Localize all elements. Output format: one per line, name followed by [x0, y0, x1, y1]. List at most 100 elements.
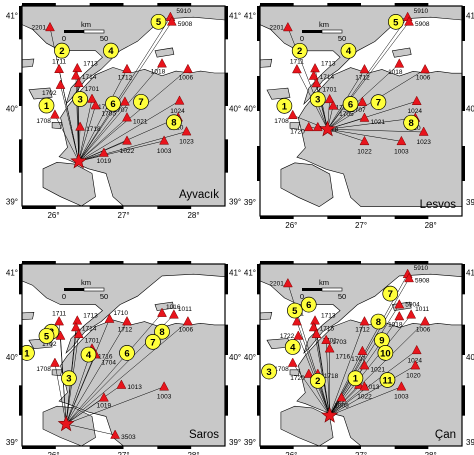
station-marker: [72, 315, 83, 325]
station-marker: [328, 100, 339, 110]
panel-title: Ayvacık: [179, 189, 219, 201]
ray-path: [54, 114, 79, 162]
event-number: 7: [150, 337, 155, 348]
scale-value: 0: [62, 34, 66, 43]
land-polygon: [22, 264, 225, 354]
lon-tick-label: 27°: [117, 451, 129, 455]
station-label: 1022: [120, 148, 135, 155]
ray-path: [78, 100, 180, 162]
land-polygon: [42, 161, 96, 206]
event-circle: [309, 91, 326, 108]
station-marker: [122, 316, 132, 326]
station-label: 5904: [405, 302, 420, 309]
ray-path: [65, 321, 189, 425]
lat-tick-label: 41°: [6, 268, 18, 277]
station-label: 1705: [102, 111, 117, 118]
event-number: 3: [66, 374, 71, 385]
land-polygon: [22, 58, 35, 68]
ray-path: [78, 140, 165, 162]
station-label: 1718: [86, 126, 101, 133]
scale-bar: [321, 287, 343, 292]
station-marker: [359, 316, 370, 326]
ray-path: [329, 321, 365, 416]
lat-tick-label: 41°: [466, 268, 474, 277]
ray-path: [327, 128, 402, 142]
station-marker: [336, 392, 347, 402]
event-number: 10: [380, 348, 391, 359]
event-number: 1: [24, 348, 30, 359]
event-circle: [150, 13, 167, 30]
scale-unit: km: [319, 20, 329, 29]
station-marker: [119, 96, 130, 106]
panel-title: Lesvos: [420, 199, 457, 211]
station-marker: [122, 135, 132, 145]
station-marker: [359, 360, 370, 370]
ray-path: [287, 27, 328, 130]
station-label: 1023: [416, 139, 431, 146]
lon-tick-label: 27°: [355, 451, 367, 455]
scale-value: 50: [338, 292, 346, 301]
station-marker: [310, 315, 320, 325]
station-label: 1715: [320, 325, 335, 332]
lat-tick-label: 39°: [229, 197, 241, 206]
ray-path: [329, 386, 365, 416]
station-marker: [73, 77, 84, 87]
station-marker: [359, 381, 370, 391]
station-label: 1716: [336, 104, 351, 111]
event-number: 6: [110, 99, 115, 110]
land-polygon: [280, 162, 334, 208]
event-number: 3: [77, 94, 82, 105]
event-number: 2: [297, 46, 302, 57]
event-number: 5: [292, 306, 298, 317]
scale-bar: [64, 30, 84, 33]
event-circle: [340, 42, 357, 59]
station-marker: [321, 334, 332, 344]
station-label: 1020: [406, 373, 421, 380]
scale-bar: [64, 288, 84, 291]
station-label: 5908: [415, 277, 430, 284]
event-circle: [347, 370, 364, 387]
station-marker: [73, 328, 84, 339]
land-polygon: [260, 311, 273, 320]
station-label: 1720: [290, 375, 305, 382]
station-label: 1707: [351, 356, 366, 363]
event-circle: [38, 328, 55, 344]
event-circle: [286, 302, 303, 319]
station-label: 1711: [52, 311, 66, 318]
ray-path: [78, 117, 128, 162]
scale-bar: [302, 30, 322, 33]
ray-path: [313, 327, 330, 416]
station-label: 1707: [114, 107, 129, 114]
land-polygon: [289, 369, 301, 377]
station-label: 1710: [114, 310, 129, 317]
station-marker: [87, 93, 97, 103]
station-label: 1013: [365, 384, 380, 391]
scale-value: 0: [62, 292, 66, 301]
event-circle: [145, 334, 161, 350]
scale-bar: [83, 287, 105, 292]
event-circle: [342, 96, 359, 112]
station-label: 1712: [118, 327, 133, 334]
event-circle: [38, 97, 55, 114]
station-marker: [311, 328, 322, 339]
event-number: 4: [108, 46, 114, 57]
station-label: 1003: [394, 394, 409, 401]
station-label: 1006: [416, 327, 431, 334]
source-star-icon: [321, 406, 339, 423]
ray-path: [65, 312, 163, 425]
station-marker: [181, 126, 192, 136]
lat-tick-label: 41°: [229, 268, 241, 277]
ray-path: [78, 21, 173, 162]
station-marker: [396, 135, 407, 146]
station-label: 1704: [102, 360, 117, 367]
station-marker: [104, 313, 115, 323]
event-circle: [261, 363, 277, 380]
land-polygon: [22, 311, 35, 320]
land-polygon: [28, 87, 53, 100]
station-label: 1705: [339, 111, 354, 118]
event-number: 7: [376, 98, 381, 109]
station-marker: [411, 95, 422, 105]
event-number: 7: [388, 289, 393, 300]
event-number: 8: [171, 118, 176, 129]
